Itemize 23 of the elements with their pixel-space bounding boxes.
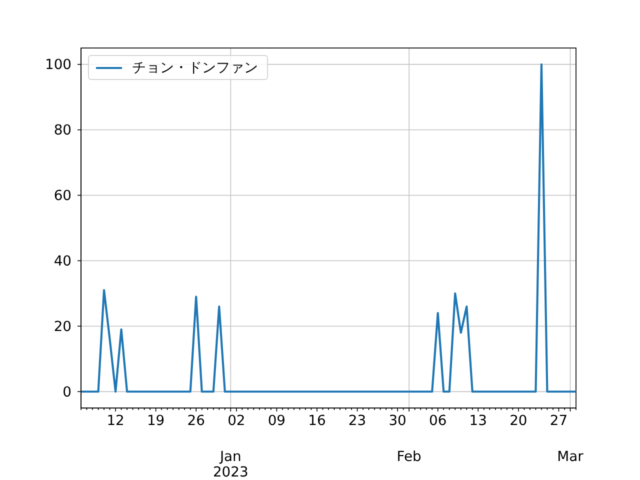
line-series [81,63,576,393]
x-tick-label: 26 [187,413,205,429]
x-tick-label: 27 [550,413,568,429]
x-tick-label: 30 [388,413,406,429]
x-tick-label: 06 [429,413,447,429]
x2-tick-label: Feb [396,449,422,465]
x-tick-label: 19 [146,413,165,429]
x-tick-label: 23 [348,413,366,429]
x-tick-label: 12 [106,413,124,429]
x-tick-label: 20 [510,413,528,429]
x2-tick-label: Jan 2023 [212,449,248,480]
x-tick-label: 16 [308,413,326,429]
y-tick-label: 100 [44,57,72,74]
x2-tick-label: Mar [557,449,584,465]
y-tick-label: 0 [62,384,72,400]
y-tick-label: 40 [54,254,72,270]
x-tick-label: 09 [268,413,286,429]
y-tick-label: 60 [54,188,72,204]
y-tick-label: 80 [54,122,72,139]
x-tick-label: 13 [469,413,487,429]
y-tick-label: 20 [54,319,72,336]
x-tick-label: 02 [228,413,246,429]
legend-label: チョン・ドンファン [132,58,258,76]
